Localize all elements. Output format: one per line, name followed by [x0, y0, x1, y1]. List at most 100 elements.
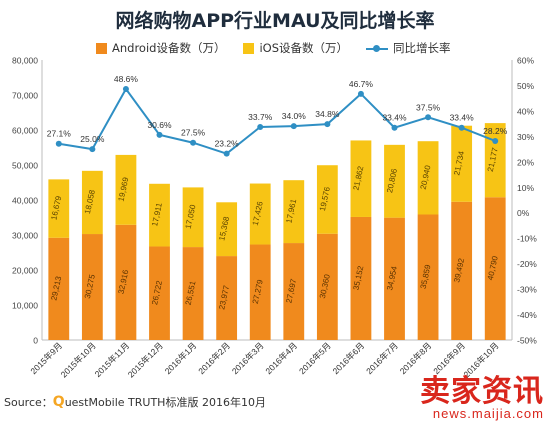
x-tick-label: 2015年12月 — [126, 340, 165, 379]
bar-ios — [484, 123, 506, 198]
chart-legend: Android设备数（万） iOS设备数（万） 同比增长率 — [96, 40, 516, 56]
y-tick-label: 20,000 — [12, 266, 38, 276]
source-text: uestMobile TRUTH标准版 2016年10月 — [64, 396, 266, 409]
growth-point — [458, 124, 465, 131]
y2-tick-label: 60% — [517, 56, 534, 66]
growth-point — [257, 123, 264, 130]
y2-tick-label: -50% — [517, 336, 537, 346]
bar-android — [216, 256, 238, 340]
bar-ios — [350, 140, 372, 217]
y-tick-label: 80,000 — [12, 56, 38, 66]
bar-ios — [149, 183, 170, 247]
bar-ios — [115, 154, 137, 225]
growth-point — [122, 86, 129, 93]
legend-item-growth: 同比增长率 — [366, 40, 451, 56]
y2-tick-label: 50% — [517, 81, 534, 91]
bar-android — [417, 214, 439, 340]
bar-ios — [249, 183, 271, 245]
source-prefix: Source： — [4, 396, 53, 409]
y2-tick-label: 30% — [517, 132, 534, 142]
growth-label: 46.7% — [349, 79, 374, 89]
growth-line — [58, 87, 496, 155]
mau-chart: 0 10,000 20,000 30,000 40,000 50,000 60,000 70,… — [12, 56, 537, 380]
source-logo-q: Q — [52, 394, 65, 410]
bar-android — [451, 201, 473, 340]
y2-tick-label: 20% — [517, 157, 534, 167]
bar-android — [350, 216, 372, 340]
legend-swatch-ios — [243, 42, 255, 54]
bar-ios — [216, 202, 238, 257]
watermark-url: news.maijia.com — [432, 406, 544, 421]
x-tick-label: 2015年10月 — [59, 340, 98, 379]
legend-label-ios: iOS设备数（万） — [259, 41, 349, 55]
growth-point — [223, 150, 230, 157]
bar-android — [81, 234, 103, 340]
growth-point — [324, 121, 331, 128]
y2-tick-label: -10% — [517, 234, 537, 244]
growth-label: 33.4% — [450, 113, 475, 123]
y-tick-label: 30,000 — [12, 231, 38, 241]
bar-android — [149, 246, 170, 340]
legend-item-android: Android设备数（万） — [96, 40, 225, 56]
x-tick-label: 2016年3月 — [230, 340, 266, 376]
growth-point — [391, 124, 398, 131]
bar-ios — [48, 179, 70, 238]
x-tick-label: 2015年9月 — [28, 340, 64, 376]
y2-tick-label: -30% — [517, 285, 537, 295]
bar-ios — [384, 144, 405, 218]
bar-ios — [316, 165, 338, 234]
growth-label: 34.0% — [282, 111, 307, 121]
growth-label: 48.6% — [114, 74, 139, 84]
bar-ios — [451, 125, 473, 202]
x-tick-label: 2016年4月 — [263, 340, 299, 376]
legend-item-ios: iOS设备数（万） — [243, 40, 348, 56]
y2-tick-label: 10% — [517, 183, 534, 193]
watermark-main: 卖家资讯 — [420, 374, 544, 409]
bar-ios — [81, 170, 103, 235]
y2-tick-label: -20% — [517, 259, 537, 269]
bar-android — [384, 217, 405, 340]
growth-point — [425, 114, 432, 121]
growth-point — [357, 90, 364, 97]
growth-label: 27.5% — [181, 128, 206, 138]
x-tick-label: 2016年2月 — [196, 340, 232, 376]
bar-android — [484, 197, 506, 340]
bar-android — [316, 233, 338, 340]
bar-android — [115, 224, 137, 340]
y-tick-label: 0 — [33, 336, 38, 346]
y-tick-label: 50,000 — [12, 161, 38, 171]
growth-point — [89, 146, 96, 153]
legend-label-android: Android设备数（万） — [112, 41, 226, 55]
growth-label: 27.1% — [47, 129, 72, 139]
bar-ios — [417, 141, 439, 215]
legend-swatch-android — [96, 42, 107, 54]
y-tick-label: 60,000 — [12, 126, 38, 136]
growth-point — [55, 140, 62, 147]
growth-label: 34.8% — [315, 109, 340, 119]
x-tick-label: 2016年5月 — [297, 340, 333, 376]
bar-android — [283, 243, 305, 340]
growth-label: 37.5% — [416, 102, 441, 112]
legend-label-growth: 同比增长率 — [393, 41, 451, 55]
y-tick-label: 40,000 — [12, 196, 38, 206]
bar-android — [48, 237, 70, 340]
y2-tick-label: -40% — [517, 310, 537, 320]
growth-label: 25.0% — [80, 134, 105, 144]
bar-android — [249, 244, 271, 340]
growth-label: 28.2% — [483, 126, 508, 136]
chart-title: 网络购物APP行业MAU及同比增长率 — [115, 10, 435, 32]
bar-android — [182, 247, 204, 340]
growth-point — [492, 137, 499, 144]
growth-point — [290, 123, 297, 130]
growth-point — [190, 139, 197, 146]
bar-ios — [182, 187, 204, 248]
growth-label: 33.4% — [382, 113, 407, 123]
source-note: Source：QuestMobile TRUTH标准版 2016年10月 — [4, 394, 266, 410]
growth-label: 30.6% — [147, 120, 172, 130]
chart-stage: 网络购物APP行业MAU及同比增长率 Android设备数（万） iOS设备数（… — [4, 10, 544, 421]
bar-ios — [283, 180, 305, 244]
legend-swatch-growth — [366, 43, 389, 54]
y-tick-label: 70,000 — [12, 91, 38, 101]
x-tick-label: 2016年1月 — [163, 340, 199, 376]
y2-tick-label: 0% — [517, 208, 530, 218]
